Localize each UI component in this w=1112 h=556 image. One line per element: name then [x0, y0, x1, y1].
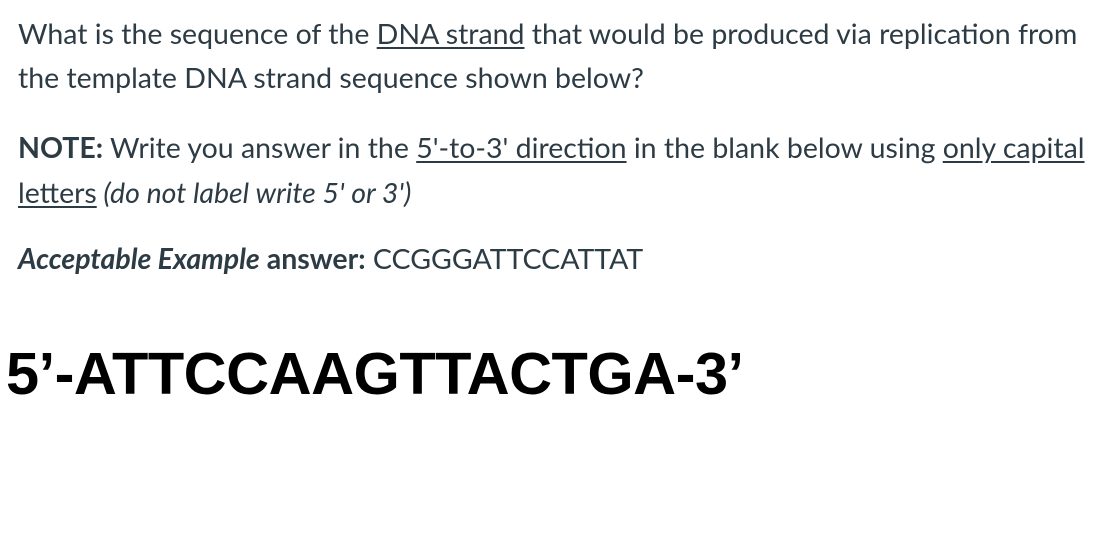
note-paragraph: NOTE: Write you answer in the 5'-to-3' d… [18, 126, 1094, 214]
example-label: Acceptable Example [18, 242, 260, 276]
example-label-suffix: answer: [260, 242, 366, 276]
dna-sequence: 5’-ATTCCAAGTTACTGA-3’ [6, 341, 1094, 406]
note-italic-instruction: (do not label write 5' or 3') [97, 176, 412, 210]
note-label: NOTE: [18, 131, 103, 165]
question-paragraph: What is the sequence of the DNA strand t… [18, 12, 1094, 100]
question-text-1: What is the sequence of the [18, 17, 377, 51]
note-text-2: in the blank below using [627, 131, 943, 165]
example-value: CCGGGATTCCATTAT [366, 242, 644, 276]
note-underlined-direction: 5'-to-3' direction [416, 131, 626, 165]
question-underlined-dna-strand: DNA strand [377, 17, 525, 51]
example-paragraph: Acceptable Example answer: CCGGGATTCCATT… [18, 237, 1094, 281]
question-container: What is the sequence of the DNA strand t… [0, 0, 1112, 406]
note-text-1: Write you answer in the [103, 131, 416, 165]
